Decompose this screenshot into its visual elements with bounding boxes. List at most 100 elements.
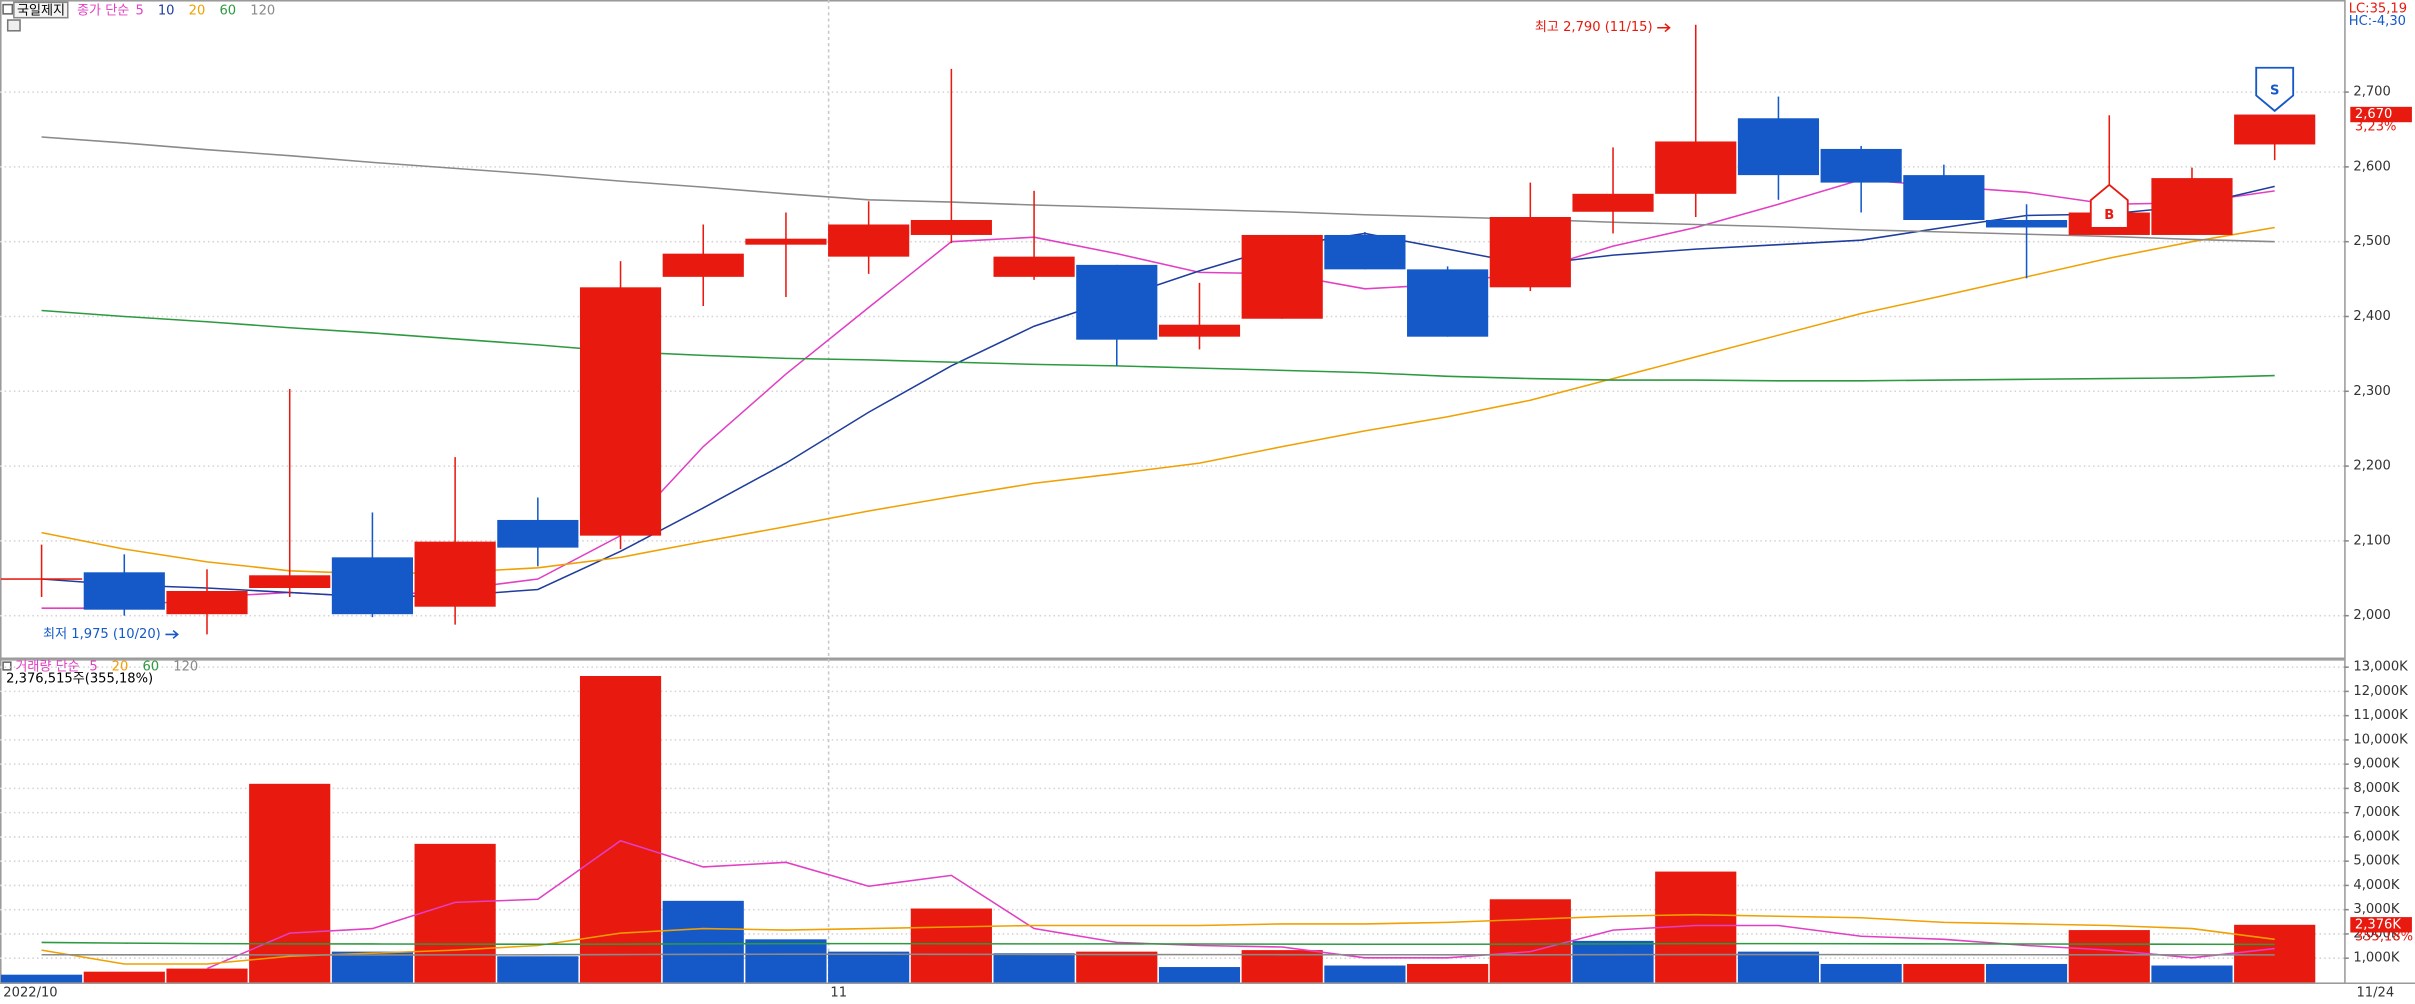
legend-entry: 5 xyxy=(89,659,97,674)
volume-info: 2,376,515주(355,18%) xyxy=(6,672,153,687)
moving-average-line xyxy=(41,136,2275,243)
signal-label: B xyxy=(2104,208,2114,223)
volume-bar xyxy=(1572,940,1654,983)
legend-entry: 10 xyxy=(158,3,175,18)
candle-body xyxy=(1076,264,1158,340)
candle-body xyxy=(1324,234,1406,270)
legend-entry: 120 xyxy=(250,3,275,18)
last-price-box xyxy=(2350,106,2412,123)
y-tick-label: 5,000K xyxy=(2353,854,2399,869)
volume-bar xyxy=(1158,967,1241,983)
volume-bar xyxy=(1,974,83,983)
candle-body xyxy=(1158,324,1241,337)
annotation: 최저 1,975 (10/20) xyxy=(43,626,161,642)
volume-bar xyxy=(1407,963,1489,983)
x-tick-label: 11/24 xyxy=(2356,986,2394,1001)
legend-entry: 20 xyxy=(189,3,206,18)
x-tick-label: 11 xyxy=(830,986,847,1001)
y-tick-label: 10,000K xyxy=(2353,732,2408,747)
volume-bar xyxy=(1903,963,1985,983)
y-tick-label: 9,000K xyxy=(2353,757,2399,772)
candle-body xyxy=(2151,178,2233,235)
candle-body xyxy=(910,219,992,235)
candle-body xyxy=(331,557,413,615)
candle-body xyxy=(1489,217,1571,288)
y-tick-label: 3,000K xyxy=(2353,902,2399,917)
annotation-arrow xyxy=(165,629,179,639)
indicator-label: HC:-4,30 xyxy=(2349,14,2406,29)
candle-body xyxy=(579,287,662,536)
y-tick-label: 7,000K xyxy=(2353,805,2399,820)
volume-bar xyxy=(497,956,579,983)
candle-body xyxy=(662,253,744,277)
candle-body xyxy=(83,572,165,610)
y-tick-label: 2,700 xyxy=(2353,85,2390,100)
y-tick-label: 2,000 xyxy=(2353,608,2390,623)
menu-icon[interactable] xyxy=(2,3,14,15)
legend-entry: 120 xyxy=(173,659,198,674)
legend-entry: 60 xyxy=(219,3,236,18)
volume-bar xyxy=(1820,963,1902,983)
volume-bar xyxy=(1985,963,2068,983)
candle-body xyxy=(1572,193,1654,212)
signal-marker xyxy=(2255,66,2295,113)
tool-icon[interactable] xyxy=(6,19,21,32)
volume-bar xyxy=(1737,951,1820,983)
volume-bar xyxy=(993,953,1075,983)
y-tick-label: 8,000K xyxy=(2353,781,2399,796)
candle-body xyxy=(1820,148,1902,183)
volume-average-line xyxy=(41,953,2275,956)
y-tick-label: 12,000K xyxy=(2353,684,2408,699)
y-tick-label: 2,100 xyxy=(2353,533,2390,548)
candle-body xyxy=(1737,118,1820,176)
volume-average-line xyxy=(41,941,2275,946)
volume-bar xyxy=(1324,965,1406,983)
volume-bar xyxy=(579,675,662,983)
volume-bar xyxy=(1076,951,1158,983)
moving-average-line xyxy=(41,309,2275,382)
legend-entry: 5 xyxy=(136,3,144,18)
legend-label: 종가 단순 xyxy=(77,2,129,18)
volume-bar xyxy=(1241,950,1323,983)
change-label: 3,23% xyxy=(2355,119,2397,134)
y-tick-label: 2,200 xyxy=(2353,459,2390,474)
volume-bar xyxy=(83,971,165,983)
stock-name[interactable]: 국일제지 xyxy=(17,2,65,18)
candle-body xyxy=(1,578,83,580)
y-tick-label: 6,000K xyxy=(2353,829,2399,844)
volume-average-line xyxy=(41,913,2275,965)
y-tick-label: 11,000K xyxy=(2353,708,2408,723)
annotation-arrow xyxy=(1657,23,1671,33)
y-tick-label: 13,000K xyxy=(2353,660,2408,675)
candle-body xyxy=(1407,269,1489,337)
y-tick-label: 2,500 xyxy=(2353,234,2390,249)
signal-marker xyxy=(2089,183,2129,229)
candle-body xyxy=(745,238,827,245)
volume-bar xyxy=(745,939,827,983)
y-tick-label: 2,400 xyxy=(2353,309,2390,324)
ratio-label: 355,18% xyxy=(2355,930,2413,945)
signal-label: S xyxy=(2270,83,2279,98)
price-panel-frame xyxy=(0,0,2346,660)
y-tick-label: 2,300 xyxy=(2353,384,2390,399)
volume-bar xyxy=(1489,899,1571,983)
menu-icon[interactable] xyxy=(2,661,12,671)
x-tick-label: 2022/10 xyxy=(3,986,57,1001)
candle-body xyxy=(497,519,579,548)
volume-average-line xyxy=(206,839,2275,970)
legend-entry: 60 xyxy=(142,659,159,674)
volume-bar xyxy=(2068,930,2150,983)
candle-body xyxy=(993,256,1075,277)
volume-bar xyxy=(166,968,248,983)
last-price-label: 2,670 xyxy=(2355,107,2392,122)
last-volume-box xyxy=(2350,917,2412,933)
candle-body xyxy=(1985,219,2068,228)
stock-name-box[interactable] xyxy=(13,1,69,19)
legend-entry: 20 xyxy=(112,659,129,674)
volume-bar xyxy=(249,783,331,983)
volume-bar xyxy=(2234,924,2316,983)
candle-body xyxy=(1655,141,1737,194)
